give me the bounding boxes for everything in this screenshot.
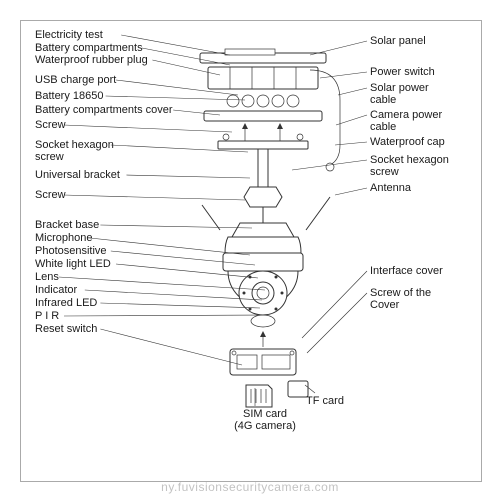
label-microphone: Microphone <box>35 232 92 244</box>
label-power-switch: Power switch <box>370 66 435 78</box>
label-solar-cable: Solar powercable <box>370 82 429 106</box>
label-waterproof-plug: Waterproof rubber plug <box>35 54 148 66</box>
watermark: ny.fuvisionsecuritycamera.com <box>0 480 500 494</box>
label-usb-port: USB charge port <box>35 74 116 86</box>
label-battery-18650: Battery 18650 <box>35 90 104 102</box>
label-socket-hex-1: Socket hexagonscrew <box>35 139 114 163</box>
label-camera-cable: Camera powercable <box>370 109 442 133</box>
label-battery-cover: Battery compartments cover <box>35 104 173 116</box>
label-solar-panel: Solar panel <box>370 35 426 47</box>
label-universal-bracket: Universal bracket <box>35 169 120 181</box>
label-tf-card: TF card <box>285 395 365 407</box>
label-screw-1: Screw <box>35 119 66 131</box>
label-pir: P I R <box>35 310 59 322</box>
label-sim-card: SIM card(4G camera) <box>225 408 305 432</box>
label-infrared-led: Infrared LED <box>35 297 97 309</box>
label-interface-cover: Interface cover <box>370 265 443 277</box>
label-electricity-test: Electricity test <box>35 29 103 41</box>
label-antenna: Antenna <box>370 182 411 194</box>
label-screw-cover: Screw of theCover <box>370 287 431 311</box>
label-photosensitive: Photosensitive <box>35 245 107 257</box>
label-indicator: Indicator <box>35 284 77 296</box>
label-bracket-base: Bracket base <box>35 219 99 231</box>
label-battery-compartments: Battery compartments <box>35 42 143 54</box>
label-waterproof-cap: Waterproof cap <box>370 136 445 148</box>
label-reset-switch: Reset switch <box>35 323 97 335</box>
label-lens: Lens <box>35 271 59 283</box>
label-screw-2: Screw <box>35 189 66 201</box>
device-illustration <box>190 45 360 445</box>
label-white-led: White light LED <box>35 258 111 270</box>
label-socket-hex-2: Socket hexagonscrew <box>370 154 449 178</box>
